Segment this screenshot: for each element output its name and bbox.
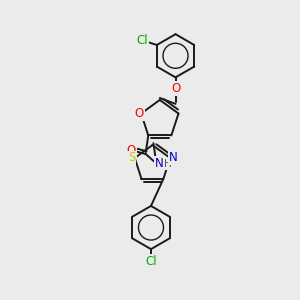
Text: H: H — [164, 159, 171, 169]
Text: Cl: Cl — [136, 34, 148, 46]
Text: N: N — [169, 152, 178, 164]
Text: Cl: Cl — [145, 255, 157, 268]
Text: S: S — [128, 152, 136, 164]
Text: O: O — [135, 107, 144, 120]
Text: O: O — [127, 144, 136, 157]
Text: O: O — [171, 82, 180, 95]
Text: N: N — [155, 158, 164, 170]
